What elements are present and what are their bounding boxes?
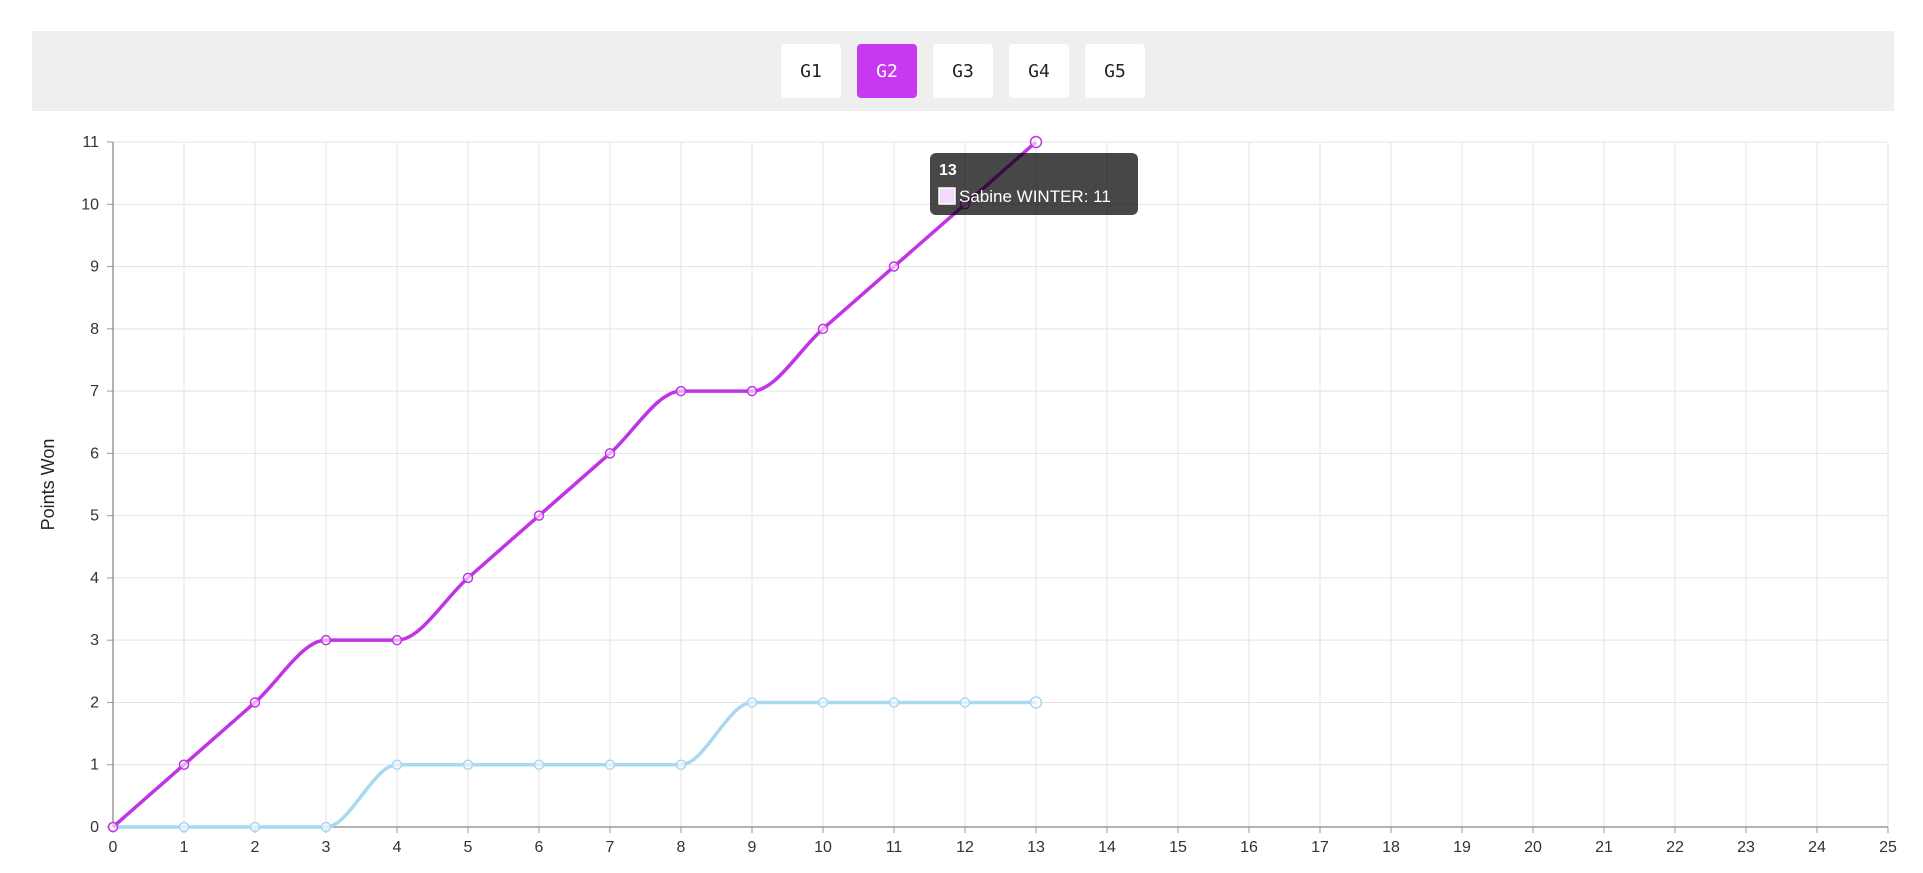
series-1-point	[391, 634, 403, 646]
x-tick-label: 17	[1311, 839, 1329, 856]
chart-grid	[112, 141, 1889, 828]
series-1-point	[675, 385, 687, 397]
y-tick-label: 5	[90, 508, 99, 525]
x-tick-label: 11	[886, 839, 903, 856]
series-2-point	[391, 759, 403, 770]
series-1-point	[746, 385, 758, 397]
x-tick-label: 13	[1027, 839, 1045, 856]
series-1-point	[462, 572, 474, 584]
series-2-point	[533, 759, 545, 770]
x-tick-label: 0	[109, 839, 118, 856]
series-1-point	[533, 510, 545, 521]
series-2-point	[320, 821, 332, 833]
x-tick-label: 8	[677, 839, 686, 856]
series-2-point	[1029, 696, 1043, 709]
series-1-point	[604, 448, 616, 459]
series-2-point	[746, 697, 758, 708]
x-tick-label: 6	[535, 839, 544, 856]
y-tick-label: 9	[90, 259, 99, 276]
chart-axes	[112, 142, 1888, 828]
tooltip-color-swatch	[938, 187, 956, 205]
x-tick-label: 25	[1879, 839, 1897, 856]
game-5-button[interactable]: G5	[1085, 44, 1145, 98]
tooltip-title: 13	[939, 162, 957, 179]
x-tick-label: 12	[956, 839, 974, 856]
x-axis-ticks: 0 1 2 3 4 5 6 7 8 9 10 11 12 13 14 15 16 17 18 19 20 21 22 23 24…	[109, 827, 1897, 856]
series-1-point	[888, 261, 900, 272]
y-tick-label: 2	[90, 694, 99, 711]
x-tick-label: 10	[814, 839, 832, 856]
x-tick-label: 3	[322, 839, 331, 856]
x-tick-label: 18	[1382, 839, 1400, 856]
series-layer	[107, 135, 1043, 833]
series-2-line	[113, 700, 1036, 829]
series-1-point	[817, 323, 829, 335]
series-1-point	[320, 634, 332, 646]
series-2-point	[462, 759, 474, 770]
series-1-point	[107, 821, 119, 833]
y-tick-label: 1	[90, 757, 99, 774]
game-selector-bar: G1 G2 G3 G4 G5	[32, 31, 1894, 111]
series-2-point	[604, 759, 616, 770]
y-axis-title: Points Won	[38, 439, 58, 531]
series-1-group	[107, 135, 1043, 833]
x-tick-label: 20	[1524, 839, 1542, 856]
y-tick-label: 4	[90, 570, 99, 587]
series-1-point	[249, 697, 261, 708]
y-tick-label: 8	[90, 321, 99, 338]
series-2-point	[675, 759, 687, 770]
x-tick-label: 14	[1098, 839, 1116, 856]
series-2-point	[178, 821, 190, 833]
game-2-button[interactable]: G2	[857, 44, 917, 98]
y-tick-label: 10	[81, 196, 99, 213]
series-1-line	[111, 140, 1038, 829]
game-3-button[interactable]: G3	[933, 44, 993, 98]
x-tick-label: 15	[1169, 839, 1187, 856]
x-tick-label: 23	[1737, 839, 1755, 856]
y-tick-label: 7	[90, 383, 99, 400]
y-tick-label: 0	[90, 819, 99, 836]
series-2-point	[249, 821, 261, 833]
x-tick-label: 9	[748, 839, 757, 856]
chart-tooltip: 13 Sabine WINTER: 11	[930, 153, 1138, 215]
x-tick-label: 19	[1453, 839, 1471, 856]
x-tick-label: 2	[251, 839, 260, 856]
series-1-point	[1029, 135, 1043, 149]
x-tick-label: 1	[180, 839, 189, 856]
series-2-group	[107, 696, 1043, 833]
x-tick-label: 5	[464, 839, 473, 856]
y-tick-label: 11	[82, 134, 99, 151]
series-2-point	[888, 697, 900, 708]
series-1-point	[178, 759, 190, 770]
x-tick-label: 7	[606, 839, 615, 856]
x-tick-label: 4	[393, 839, 402, 856]
series-2-point	[959, 697, 971, 708]
y-tick-label: 3	[90, 632, 99, 649]
x-tick-label: 16	[1240, 839, 1258, 856]
y-tick-label: 6	[90, 445, 99, 462]
y-axis-ticks: 0 1 2 3 4 5 6 7 8 9 10 11	[81, 134, 113, 836]
game-1-button[interactable]: G1	[781, 44, 841, 98]
x-tick-label: 24	[1808, 839, 1826, 856]
x-tick-label: 22	[1666, 839, 1684, 856]
tooltip-text: Sabine WINTER: 11	[959, 187, 1111, 206]
x-tick-label: 21	[1595, 839, 1613, 856]
tooltip-background	[930, 153, 1138, 215]
game-4-button[interactable]: G4	[1009, 44, 1069, 98]
series-2-point	[817, 697, 829, 708]
